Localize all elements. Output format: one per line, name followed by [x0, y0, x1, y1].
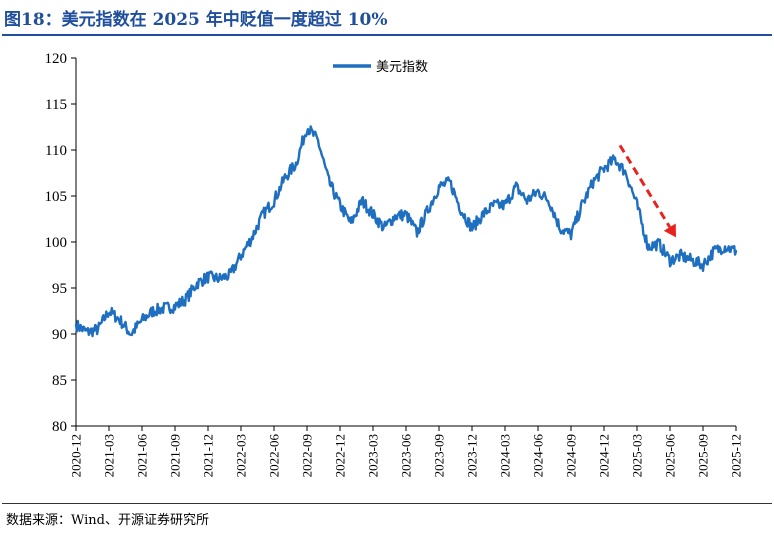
- y-tick-label: 80: [52, 419, 67, 435]
- trend-arrow: [618, 144, 676, 238]
- source-rule: [2, 503, 772, 504]
- y-tick-label: 120: [45, 51, 68, 67]
- x-tick-label: 2023-12: [465, 434, 480, 477]
- trend-arrow-shaft: [618, 144, 672, 228]
- x-tick-label: 2020-12: [69, 434, 84, 477]
- x-tick-label: 2021-03: [102, 434, 117, 477]
- series-line-usd-index: [74, 125, 738, 338]
- x-tick-label: 2023-03: [366, 434, 381, 477]
- x-tick-label: 2025-06: [663, 434, 678, 478]
- series-layer: [74, 125, 738, 338]
- y-tick-label: 110: [45, 143, 67, 159]
- source-note: 数据来源：Wind、开源证券研究所: [6, 513, 209, 528]
- y-tick-label: 85: [52, 373, 67, 389]
- y-tick-label: 90: [52, 327, 67, 343]
- y-tick-label: 95: [52, 281, 67, 297]
- x-tick-label: 2025-09: [696, 434, 711, 477]
- x-tick-label: 2022-03: [234, 434, 249, 477]
- title-rule: [2, 34, 772, 36]
- legend: 美元指数: [333, 60, 428, 75]
- x-tick-label: 2024-06: [531, 434, 546, 478]
- x-tick-label: 2024-03: [498, 434, 513, 477]
- x-tick-label: 2022-09: [300, 434, 315, 477]
- x-tick-label: 2024-12: [597, 434, 612, 477]
- trend-arrow-head: [663, 223, 676, 238]
- x-tick-label: 2025-03: [630, 434, 645, 477]
- x-tick-label: 2024-09: [564, 434, 579, 477]
- chart-title: 图18：美元指数在 2025 年中贬值一度超过 10%: [4, 10, 388, 30]
- x-tick-label: 2021-06: [135, 434, 150, 478]
- y-axis: 80 85 90 95 100 105 110 115 120: [45, 51, 77, 435]
- x-tick-label: 2022-12: [333, 434, 348, 477]
- x-tick-label: 2021-09: [168, 434, 183, 477]
- y-tick-label: 115: [45, 97, 67, 113]
- legend-label: 美元指数: [376, 60, 428, 75]
- x-axis: 2020-12 2021-03 2021-06 2021-09 2021-12 2022-…: [69, 425, 744, 478]
- x-tick-label: 2025-12: [729, 434, 744, 477]
- y-tick-label: 100: [45, 235, 68, 251]
- x-tick-label: 2023-09: [432, 434, 447, 477]
- x-tick-label: 2022-06: [267, 434, 282, 478]
- x-tick-label: 2023-06: [399, 434, 414, 478]
- x-tick-label: 2021-12: [201, 434, 216, 477]
- y-tick-label: 105: [45, 189, 68, 205]
